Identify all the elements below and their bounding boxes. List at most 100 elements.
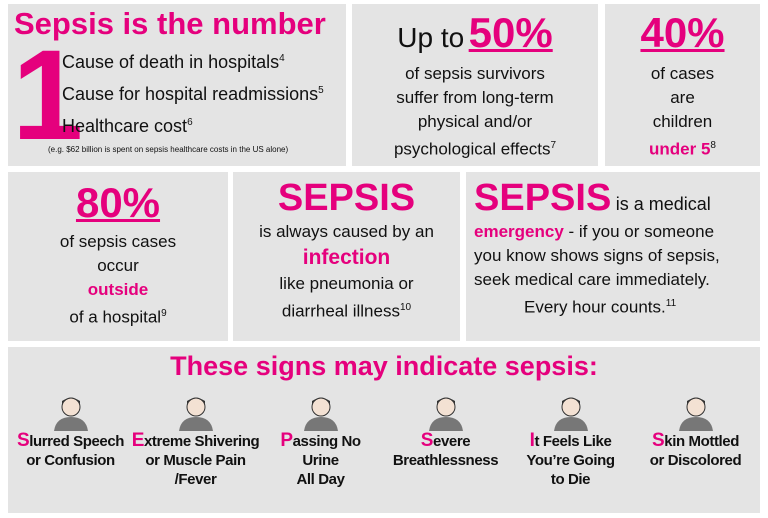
sign: It Feels Like You’re Going to Die <box>508 395 633 489</box>
body: of cases are children <box>651 62 714 134</box>
highlight: infection <box>303 244 391 272</box>
panel-title: SEPSIS <box>474 177 612 219</box>
line-text: diarrheal illness <box>281 301 400 321</box>
initial: S <box>420 430 434 451</box>
sign-text: or Discolored <box>649 452 742 469</box>
text-line: like pneumonia or <box>279 272 413 296</box>
stat: 50% <box>468 9 553 56</box>
text-line: occur <box>60 254 176 278</box>
highlight-line: under 58 <box>649 134 716 162</box>
text-line: children <box>651 110 714 134</box>
sign: Extreme Shivering or Muscle Pain/Fever <box>132 395 260 489</box>
sign-text: assing No <box>292 433 361 450</box>
sign-text: Urine <box>302 452 339 469</box>
title-tail: is a medical <box>615 194 711 214</box>
line-text: like pneumonia or <box>279 273 414 293</box>
line-text: of cases <box>650 64 715 84</box>
line-text: Every hour counts. <box>524 297 666 317</box>
sign-line: or Confusion <box>26 451 115 470</box>
title-row: SEPSIS is a medical <box>474 177 760 220</box>
text-line: are <box>651 86 714 110</box>
text-line: seek medical care immediately. <box>474 268 760 292</box>
initial: S <box>16 430 30 451</box>
initial: P <box>280 430 293 451</box>
highlight: outside <box>88 278 148 302</box>
highlight-text: infection <box>302 245 391 269</box>
ref: 8 <box>710 140 716 152</box>
highlight: under 5 <box>649 139 711 159</box>
sign: Slurred Speech or Confusion <box>8 395 133 470</box>
text-line: of sepsis survivors <box>394 62 556 86</box>
tail: of a hospital9 <box>69 302 166 330</box>
sign-line: or Muscle Pain <box>145 451 246 470</box>
line-text: children <box>652 112 713 132</box>
line-text: psychological effects <box>393 139 551 159</box>
sign-text: Breathlessness <box>392 452 499 469</box>
sign-text: xtreme Shivering <box>143 433 260 450</box>
sign-text: or Confusion <box>26 452 115 469</box>
person-icon <box>303 397 338 431</box>
line-text: you know shows signs of sepsis, <box>474 245 720 265</box>
panel-title: These signs may indicate sepsis: <box>170 351 598 381</box>
ref: 4 <box>279 53 285 64</box>
text-line: physical and/or <box>394 110 556 134</box>
sign: Severe Breathlessness <box>383 395 508 470</box>
emergency-panel: SEPSIS is a medical emergency - if you o… <box>466 172 760 341</box>
highlight: emergency <box>474 221 564 241</box>
sign: Skin Mottled or Discolored <box>633 395 758 470</box>
sign: Passing No Urine All Day <box>258 395 383 489</box>
sign-text: t Feels Like <box>534 433 612 450</box>
ref: 9 <box>161 308 167 320</box>
text-line: diarrheal illness10 <box>279 296 413 324</box>
line-text: seek medical care immediately. <box>474 269 710 289</box>
ref: 6 <box>187 117 193 128</box>
tail-text: of a hospital <box>69 307 162 327</box>
stat-row: Up to 50% <box>397 9 553 56</box>
person-icon <box>678 397 713 431</box>
item: Cause of death in hospitals4 <box>62 52 285 73</box>
body: is always caused by an <box>259 221 434 241</box>
sign-text: lurred Speech <box>29 433 125 450</box>
ref: 7 <box>550 140 557 152</box>
line-text: of sepsis survivors <box>405 64 545 84</box>
line-text: occur <box>97 256 139 276</box>
sign-text: evere <box>433 433 471 450</box>
number-one-panel: Sepsis is the number 1 Cause of death in… <box>8 4 346 166</box>
tail: like pneumonia or diarrheal illness10 <box>279 272 413 324</box>
text-line: psychological effects7 <box>394 134 556 162</box>
item: Healthcare cost6 <box>62 116 193 137</box>
line-text: - if you or someone <box>568 221 715 241</box>
children-panel: 40% of cases are children under 58 <box>605 4 760 166</box>
lead: Up to <box>397 22 465 53</box>
line-text: of sepsis cases <box>59 232 177 252</box>
ref: 5 <box>318 85 324 96</box>
text-line: emergency - if you or someone <box>474 220 760 244</box>
line-text: are <box>670 88 695 108</box>
sign-text: or Muscle Pain <box>145 452 246 469</box>
numeral: 1 <box>12 24 84 166</box>
text-line: suffer from long-term <box>394 86 556 110</box>
item-text: Cause of death in hospitals <box>62 52 280 72</box>
sign-text: kin Mottled <box>664 433 740 450</box>
sign-text: /Fever <box>174 471 217 488</box>
sign-line: to Die <box>551 470 591 489</box>
line-text: physical and/or <box>417 112 533 132</box>
stat: 80% <box>75 179 161 226</box>
item-text: Healthcare cost <box>62 116 188 136</box>
sign-line: All Day <box>296 470 344 489</box>
body: of sepsis survivors suffer from long-term… <box>394 62 556 162</box>
person-icon <box>53 397 88 431</box>
survivors-panel: Up to 50% of sepsis survivors suffer from… <box>352 4 598 166</box>
sign-line: It Feels Like <box>530 431 612 451</box>
sign-line: or Discolored <box>650 451 742 470</box>
text-line: of cases <box>651 62 714 86</box>
sign-line: /Fever <box>175 470 217 489</box>
line-text: suffer from long-term <box>396 88 554 108</box>
sign-line: Slurred Speech <box>16 430 125 451</box>
sign-line: Extreme Shivering <box>132 431 260 451</box>
text-line: Every hour counts.11 <box>474 292 760 320</box>
text-line: you know shows signs of sepsis, <box>474 244 760 268</box>
body: emergency - if you or someone you know sh… <box>474 220 760 320</box>
